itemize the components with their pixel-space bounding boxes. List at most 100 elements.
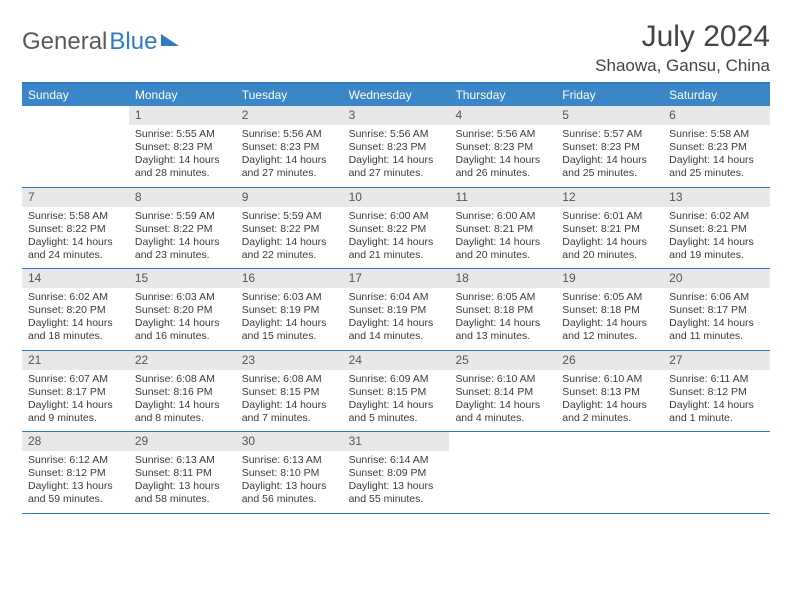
sunset-text: Sunset: 8:21 PM [669, 223, 764, 236]
day-number: 10 [343, 188, 450, 207]
day-body: Sunrise: 6:04 AMSunset: 8:19 PMDaylight:… [343, 288, 450, 350]
sunset-text: Sunset: 8:17 PM [669, 304, 764, 317]
daylight-text: Daylight: 14 hours and 1 minute. [669, 399, 764, 425]
day-cell [449, 432, 556, 513]
sunrise-text: Sunrise: 6:11 AM [669, 373, 764, 386]
daylight-text: Daylight: 14 hours and 7 minutes. [242, 399, 337, 425]
sunset-text: Sunset: 8:20 PM [28, 304, 123, 317]
day-number: 21 [22, 351, 129, 370]
sunset-text: Sunset: 8:18 PM [562, 304, 657, 317]
daylight-text: Daylight: 14 hours and 2 minutes. [562, 399, 657, 425]
title-block: July 2024 Shaowa, Gansu, China [595, 20, 770, 76]
day-body: Sunrise: 6:08 AMSunset: 8:16 PMDaylight:… [129, 370, 236, 432]
sunset-text: Sunset: 8:19 PM [349, 304, 444, 317]
day-number: 30 [236, 432, 343, 451]
sunset-text: Sunset: 8:15 PM [242, 386, 337, 399]
day-number: 9 [236, 188, 343, 207]
day-number: 13 [663, 188, 770, 207]
sunrise-text: Sunrise: 6:07 AM [28, 373, 123, 386]
daylight-text: Daylight: 14 hours and 20 minutes. [562, 236, 657, 262]
dow-tuesday: Tuesday [236, 84, 343, 106]
day-body: Sunrise: 6:14 AMSunset: 8:09 PMDaylight:… [343, 451, 450, 513]
sunset-text: Sunset: 8:23 PM [135, 141, 230, 154]
day-number: 14 [22, 269, 129, 288]
day-cell: 4Sunrise: 5:56 AMSunset: 8:23 PMDaylight… [449, 106, 556, 187]
sunrise-text: Sunrise: 5:56 AM [455, 128, 550, 141]
day-cell: 22Sunrise: 6:08 AMSunset: 8:16 PMDayligh… [129, 351, 236, 432]
daylight-text: Daylight: 14 hours and 28 minutes. [135, 154, 230, 180]
day-cell: 28Sunrise: 6:12 AMSunset: 8:12 PMDayligh… [22, 432, 129, 513]
day-body: Sunrise: 6:02 AMSunset: 8:20 PMDaylight:… [22, 288, 129, 350]
month-title: July 2024 [595, 20, 770, 54]
logo-word1: General [22, 28, 107, 56]
day-cell: 17Sunrise: 6:04 AMSunset: 8:19 PMDayligh… [343, 269, 450, 350]
day-number: 25 [449, 351, 556, 370]
sunset-text: Sunset: 8:10 PM [242, 467, 337, 480]
calendar: Sunday Monday Tuesday Wednesday Thursday… [22, 82, 770, 514]
daylight-text: Daylight: 14 hours and 18 minutes. [28, 317, 123, 343]
daylight-text: Daylight: 14 hours and 24 minutes. [28, 236, 123, 262]
dow-monday: Monday [129, 84, 236, 106]
dow-friday: Friday [556, 84, 663, 106]
dow-sunday: Sunday [22, 84, 129, 106]
sunrise-text: Sunrise: 6:09 AM [349, 373, 444, 386]
sunrise-text: Sunrise: 6:10 AM [562, 373, 657, 386]
day-body: Sunrise: 5:56 AMSunset: 8:23 PMDaylight:… [449, 125, 556, 187]
week-row: 28Sunrise: 6:12 AMSunset: 8:12 PMDayligh… [22, 432, 770, 514]
daylight-text: Daylight: 14 hours and 25 minutes. [669, 154, 764, 180]
dow-saturday: Saturday [663, 84, 770, 106]
day-cell: 27Sunrise: 6:11 AMSunset: 8:12 PMDayligh… [663, 351, 770, 432]
daylight-text: Daylight: 14 hours and 15 minutes. [242, 317, 337, 343]
day-number: 16 [236, 269, 343, 288]
sunset-text: Sunset: 8:22 PM [135, 223, 230, 236]
day-number: 12 [556, 188, 663, 207]
sunrise-text: Sunrise: 5:57 AM [562, 128, 657, 141]
day-number: 27 [663, 351, 770, 370]
daylight-text: Daylight: 14 hours and 12 minutes. [562, 317, 657, 343]
daylight-text: Daylight: 14 hours and 22 minutes. [242, 236, 337, 262]
sunrise-text: Sunrise: 5:56 AM [349, 128, 444, 141]
sunrise-text: Sunrise: 5:59 AM [135, 210, 230, 223]
daylight-text: Daylight: 14 hours and 25 minutes. [562, 154, 657, 180]
day-number: 15 [129, 269, 236, 288]
daylight-text: Daylight: 14 hours and 21 minutes. [349, 236, 444, 262]
day-body: Sunrise: 6:01 AMSunset: 8:21 PMDaylight:… [556, 207, 663, 269]
sunrise-text: Sunrise: 6:03 AM [135, 291, 230, 304]
sunrise-text: Sunrise: 6:13 AM [135, 454, 230, 467]
daylight-text: Daylight: 14 hours and 13 minutes. [455, 317, 550, 343]
day-body: Sunrise: 5:55 AMSunset: 8:23 PMDaylight:… [129, 125, 236, 187]
day-number: 24 [343, 351, 450, 370]
location: Shaowa, Gansu, China [595, 56, 770, 76]
sunrise-text: Sunrise: 6:03 AM [242, 291, 337, 304]
day-cell: 19Sunrise: 6:05 AMSunset: 8:18 PMDayligh… [556, 269, 663, 350]
day-number: 26 [556, 351, 663, 370]
daylight-text: Daylight: 14 hours and 27 minutes. [349, 154, 444, 180]
day-body: Sunrise: 5:56 AMSunset: 8:23 PMDaylight:… [343, 125, 450, 187]
daylight-text: Daylight: 14 hours and 4 minutes. [455, 399, 550, 425]
sunrise-text: Sunrise: 6:00 AM [349, 210, 444, 223]
day-body: Sunrise: 6:07 AMSunset: 8:17 PMDaylight:… [22, 370, 129, 432]
day-cell: 6Sunrise: 5:58 AMSunset: 8:23 PMDaylight… [663, 106, 770, 187]
day-number: 29 [129, 432, 236, 451]
day-cell: 10 Sunrise: 6:00 AMSunset: 8:22 PMDayligh… [343, 188, 450, 269]
sunset-text: Sunset: 8:23 PM [455, 141, 550, 154]
day-number: 28 [22, 432, 129, 451]
day-body: Sunrise: 6:05 AMSunset: 8:18 PMDaylight:… [556, 288, 663, 350]
daylight-text: Daylight: 14 hours and 27 minutes. [242, 154, 337, 180]
sunset-text: Sunset: 8:23 PM [562, 141, 657, 154]
day-cell: 12Sunrise: 6:01 AMSunset: 8:21 PMDayligh… [556, 188, 663, 269]
day-number: 7 [22, 188, 129, 207]
day-cell: 13Sunrise: 6:02 AMSunset: 8:21 PMDayligh… [663, 188, 770, 269]
sunrise-text: Sunrise: 5:55 AM [135, 128, 230, 141]
day-cell: 5Sunrise: 5:57 AMSunset: 8:23 PMDaylight… [556, 106, 663, 187]
day-cell: 16Sunrise: 6:03 AMSunset: 8:19 PMDayligh… [236, 269, 343, 350]
sunset-text: Sunset: 8:15 PM [349, 386, 444, 399]
sunset-text: Sunset: 8:22 PM [349, 223, 444, 236]
day-body: Sunrise: 6:13 AMSunset: 8:11 PMDaylight:… [129, 451, 236, 513]
day-cell: 31Sunrise: 6:14 AMSunset: 8:09 PMDayligh… [343, 432, 450, 513]
sunrise-text: Sunrise: 6:13 AM [242, 454, 337, 467]
day-cell [556, 432, 663, 513]
day-cell: 15Sunrise: 6:03 AMSunset: 8:20 PMDayligh… [129, 269, 236, 350]
day-cell: 3Sunrise: 5:56 AMSunset: 8:23 PMDaylight… [343, 106, 450, 187]
day-body: Sunrise: 5:59 AMSunset: 8:22 PMDaylight:… [129, 207, 236, 269]
